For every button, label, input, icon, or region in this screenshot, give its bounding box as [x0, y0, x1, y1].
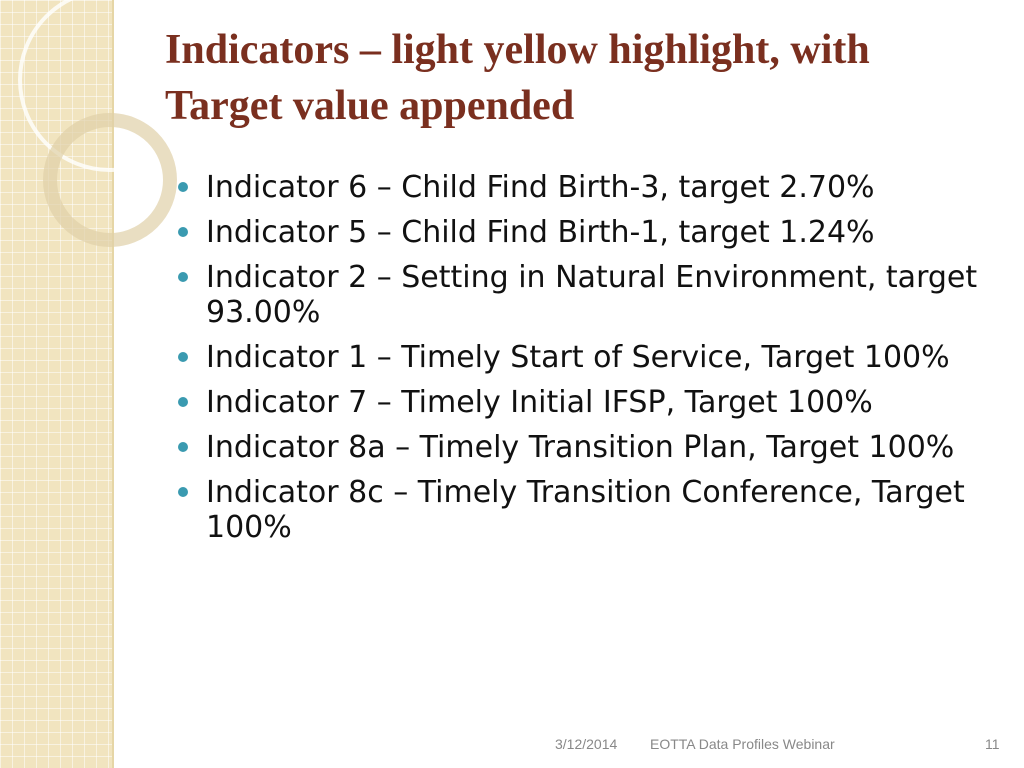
- bullet-item: Indicator 7 – Timely Initial IFSP, Targe…: [178, 385, 978, 420]
- bullet-item: Indicator 8a – Timely Transition Plan, T…: [178, 430, 978, 465]
- bullet-item: Indicator 8c – Timely Transition Confere…: [178, 475, 978, 545]
- bullet-item: Indicator 6 – Child Find Birth-3, target…: [178, 170, 978, 205]
- decor-circles: [18, 0, 200, 247]
- bullet-item: Indicator 5 – Child Find Birth-1, target…: [178, 215, 978, 250]
- footer-text: EOTTA Data Profiles Webinar: [650, 736, 835, 752]
- page-number: 11: [985, 736, 1000, 752]
- slide-title: Indicators – light yellow highlight, wit…: [165, 27, 870, 129]
- bullet-item: Indicator 2 – Setting in Natural Environ…: [178, 260, 978, 330]
- bullet-item: Indicator 1 – Timely Start of Service, T…: [178, 340, 978, 375]
- bullet-list: Indicator 6 – Child Find Birth-3, target…: [178, 170, 978, 555]
- footer-date: 3/12/2014: [555, 736, 618, 752]
